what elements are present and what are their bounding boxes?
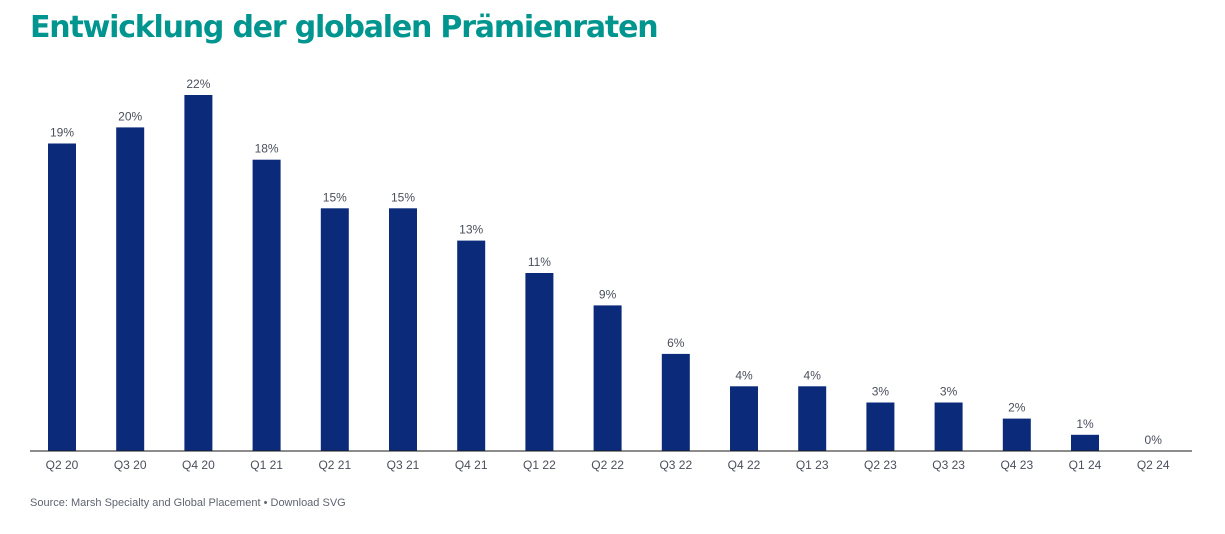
download-svg-link[interactable]: Download SVG [270, 497, 346, 509]
x-tick-label: Q3 22 [659, 458, 692, 472]
x-tick-label: Q4 20 [182, 458, 215, 472]
x-tick-label: Q4 21 [455, 458, 488, 472]
data-label: 19% [50, 126, 74, 140]
source-line: Source: Marsh Specialty and Global Place… [30, 497, 346, 509]
data-label: 15% [323, 190, 347, 204]
data-label: 13% [459, 223, 483, 237]
x-tick-label: Q3 21 [387, 458, 420, 472]
bar-q3-21 [389, 208, 417, 451]
data-label: 3% [872, 385, 890, 399]
data-label: 11% [528, 255, 551, 269]
bars-group [48, 95, 1099, 452]
bar-q1-21 [252, 159, 281, 451]
bar-q3-20 [116, 127, 145, 452]
x-tick-labels-group: Q2 20 Q3 20 Q4 20 Q1 21 Q2 21 Q3 21 Q4 21 Q1 22… [46, 458, 1170, 472]
data-labels-group: 19% 20% 22% 18% 15% 15% 13% 11% 9% 6% 4% 4% 3% 3% 2% 1%… [50, 77, 1162, 447]
x-tick-label: Q2 22 [591, 458, 624, 472]
bar-q4-21 [457, 240, 486, 451]
x-tick-label: Q3 20 [114, 458, 147, 472]
data-label: 15% [391, 190, 415, 204]
bar-q4-22 [730, 386, 758, 451]
x-tick-label: Q1 23 [796, 458, 829, 472]
x-tick-label: Q1 21 [250, 458, 283, 472]
bar-q3-22 [661, 353, 690, 451]
bar-q1-22 [525, 273, 554, 451]
x-tick-label: Q2 24 [1137, 458, 1170, 472]
data-label: 9% [599, 287, 617, 301]
bar-q2-22 [593, 305, 622, 451]
data-label: 18% [255, 142, 279, 156]
bar-q2-23 [866, 402, 895, 451]
x-tick-label: Q1 24 [1069, 458, 1102, 472]
data-label: 6% [667, 336, 685, 350]
x-tick-label: Q3 23 [932, 458, 965, 472]
bar-q4-23 [1002, 418, 1031, 451]
data-label: 4% [735, 368, 753, 382]
source-text: Source: Marsh Specialty and Global Place… [30, 497, 261, 509]
x-tick-label: Q1 22 [523, 458, 556, 472]
x-tick-label: Q4 22 [728, 458, 761, 472]
data-label: 3% [940, 385, 958, 399]
bar-q3-23 [934, 402, 963, 451]
bar-q2-20 [48, 143, 76, 451]
bar-q1-23 [798, 386, 827, 451]
x-tick-label: Q2 21 [318, 458, 351, 472]
chart-title: Entwicklung der globalen Prämienraten [30, 10, 659, 45]
x-tick-label: Q4 23 [1000, 458, 1033, 472]
x-tick-label: Q2 20 [46, 458, 79, 472]
data-label: 4% [804, 368, 822, 382]
bar-q2-21 [320, 208, 349, 451]
source-separator: • [263, 497, 268, 509]
data-label: 20% [118, 109, 142, 123]
bar-q1-24 [1071, 434, 1099, 451]
data-label: 22% [186, 77, 210, 91]
x-tick-label: Q2 23 [864, 458, 897, 472]
data-label: 0% [1145, 433, 1163, 447]
data-label: 2% [1008, 401, 1026, 415]
data-label: 1% [1076, 417, 1094, 431]
bar-q4-20 [184, 95, 213, 451]
